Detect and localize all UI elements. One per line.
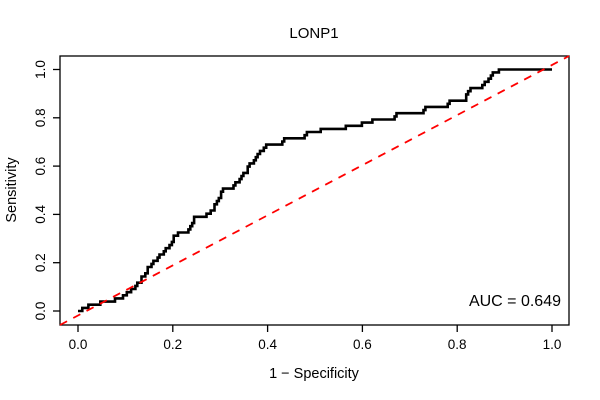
y-tick-label: 0.0 — [33, 302, 48, 321]
plot-box — [59, 55, 570, 326]
x-tick-label: 0.8 — [448, 337, 467, 352]
x-tick-label: 0.6 — [353, 337, 372, 352]
y-tick-label: 1.0 — [33, 60, 48, 79]
x-tick-label: 0.2 — [163, 337, 182, 352]
x-axis-label: 1 − Specificity — [269, 366, 360, 382]
axes-layer: 0.0 0.2 0.4 0.6 0.8 1.0 0.0 0.2 0.4 0.6 0.8 1.0 — [33, 55, 570, 352]
y-tick-label: 0.4 — [33, 205, 48, 224]
series-layer — [59, 55, 570, 326]
auc-annotation: AUC = 0.649 — [469, 293, 561, 310]
x-tick-label: 0.0 — [69, 337, 88, 352]
x-tick-label: 1.0 — [543, 337, 562, 352]
reference-diagonal-line — [59, 55, 570, 326]
y-tick-label: 0.2 — [33, 253, 48, 272]
y-tick-label: 0.6 — [33, 157, 48, 176]
x-tick-label: 0.4 — [258, 337, 277, 352]
y-tick-label: 0.8 — [33, 108, 48, 127]
plot-title: LONP1 — [289, 25, 338, 42]
roc-curve-path — [78, 68, 552, 313]
y-axis-label: Sensitivity — [4, 157, 20, 223]
